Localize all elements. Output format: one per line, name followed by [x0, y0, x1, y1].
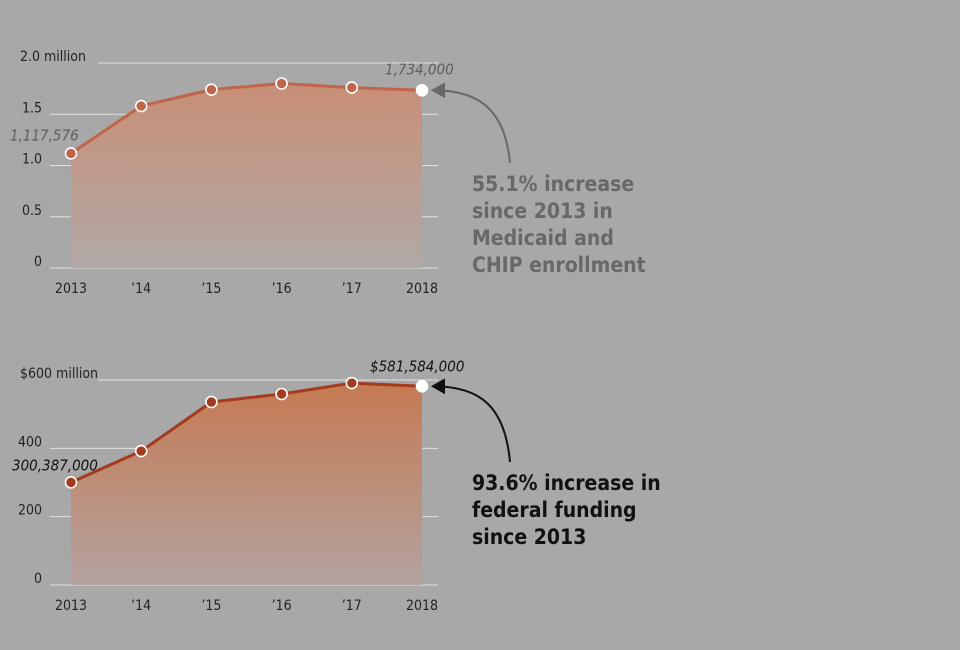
value-label: 1,734,000 [385, 61, 454, 79]
annotation-arrow [431, 378, 511, 463]
point [205, 395, 218, 409]
point [345, 81, 359, 94]
x-tick-label: 2013 [55, 281, 87, 297]
x-tick-label: ’15 [201, 598, 221, 614]
point [134, 99, 148, 113]
value-label: $581,584,000 [370, 358, 464, 376]
y-tick-label: $600 million [20, 366, 98, 382]
point [134, 444, 148, 458]
annotation: since 2013 in [472, 199, 613, 223]
x-tick-label: ’14 [131, 598, 151, 614]
point [345, 376, 359, 390]
line [70, 381, 423, 484]
point [64, 476, 78, 489]
annotation-arrow [431, 82, 511, 164]
annotation: since 2013 [472, 525, 586, 549]
annotation: federal funding [472, 498, 637, 522]
area [71, 383, 422, 585]
point [64, 147, 78, 160]
x-tick-label: ’16 [272, 598, 292, 614]
point [205, 83, 218, 96]
line [70, 81, 423, 155]
x-tick-label: ’16 [272, 281, 292, 297]
y-tick-label: 0 [34, 571, 42, 587]
x-tick-label: ’14 [131, 281, 151, 297]
y-tick-label: 1.0 [22, 152, 42, 168]
annotation: Medicaid and [472, 226, 614, 250]
y-tick-label: 0.5 [22, 203, 42, 219]
x-tick-label: ’15 [201, 281, 221, 297]
x-tick-label: 2013 [55, 598, 87, 614]
point [275, 387, 288, 401]
x-tick-label: 2018 [406, 598, 438, 614]
y-tick-label: 2.0 million [20, 49, 86, 65]
point [415, 83, 429, 97]
y-tick-label: 0 [34, 254, 42, 270]
x-tick-label: ’17 [342, 281, 362, 297]
value-label: 1,117,576 [10, 127, 79, 145]
y-tick-label: 200 [18, 503, 42, 519]
value-label: 300,387,000 [12, 457, 98, 475]
annotation: CHIP enrollment [472, 253, 646, 277]
x-tick-label: ’17 [342, 598, 362, 614]
point [275, 77, 288, 90]
y-tick-label: 1.5 [22, 100, 42, 116]
annotation: 93.6% increase in [472, 471, 661, 495]
annotation: 55.1% increase [472, 172, 634, 196]
area [71, 83, 422, 268]
x-tick-label: 2018 [406, 281, 438, 297]
y-tick-label: 400 [18, 434, 42, 450]
point [415, 379, 429, 393]
